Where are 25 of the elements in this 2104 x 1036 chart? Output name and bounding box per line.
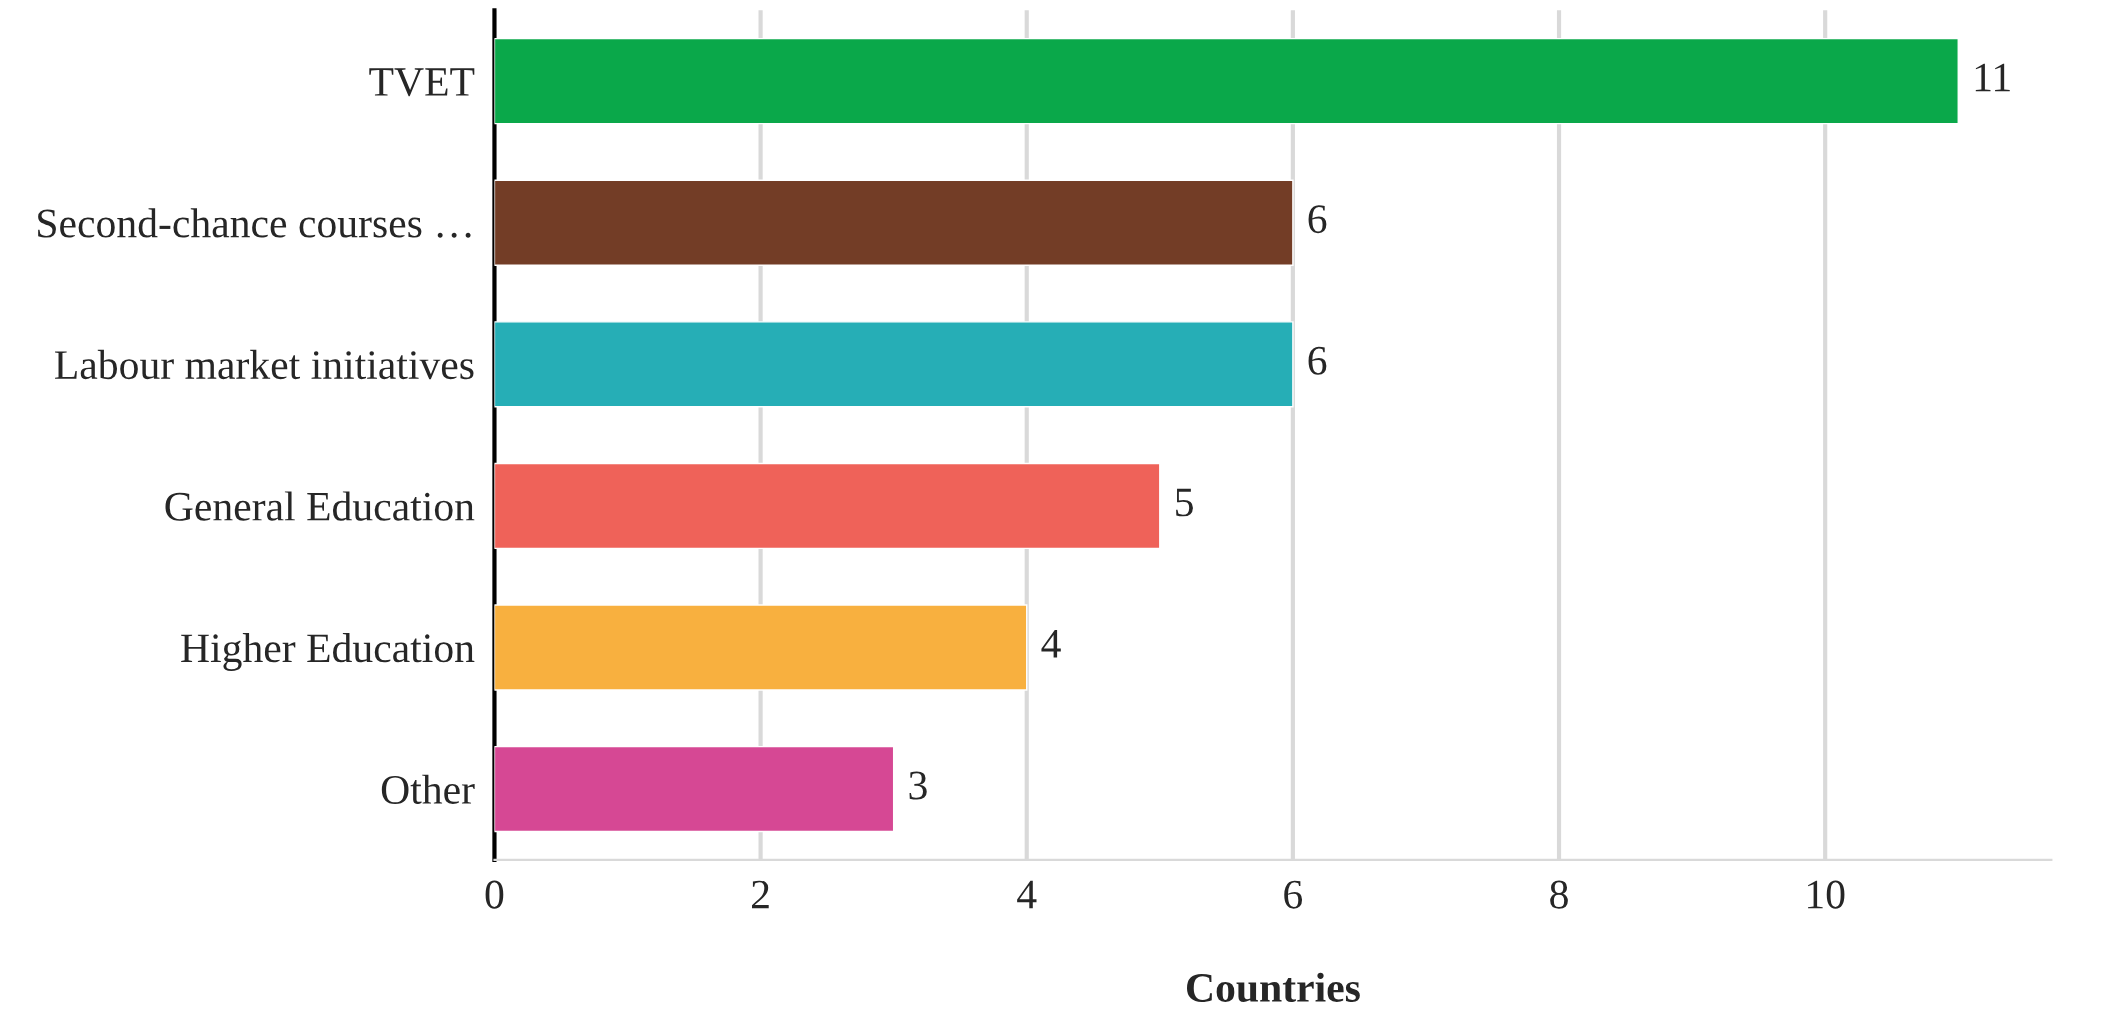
bar <box>494 37 1959 125</box>
y-tick-label: Other <box>381 774 475 804</box>
y-tick-label: Labour market initiatives <box>55 349 474 380</box>
bar <box>494 179 1294 266</box>
bar <box>494 604 1028 691</box>
x-tick-label: 6 <box>1284 880 1303 909</box>
y-tick-label: TVET <box>369 68 475 97</box>
bar <box>494 321 1294 408</box>
bar <box>494 745 895 833</box>
data-label: 3 <box>909 771 927 800</box>
x-tick-label: 2 <box>752 880 769 909</box>
data-label: 4 <box>1041 630 1061 658</box>
x-axis-title: Countries <box>1187 972 1360 1003</box>
x-tick-label: 10 <box>1808 880 1845 909</box>
x-tick-label: 8 <box>1550 880 1568 909</box>
data-label: 5 <box>1176 488 1193 517</box>
x-tick-label: 0 <box>485 880 504 909</box>
y-tick-label: Higher Education <box>181 633 475 671</box>
y-tick-label: General Education <box>165 491 475 521</box>
data-label: 6 <box>1308 346 1327 375</box>
y-tick-label: Second-chance courses … <box>38 208 471 238</box>
data-label: 6 <box>1308 205 1327 234</box>
bar <box>494 462 1161 550</box>
x-tick-label: 4 <box>1017 880 1037 909</box>
data-label: 11 <box>1975 63 2010 92</box>
